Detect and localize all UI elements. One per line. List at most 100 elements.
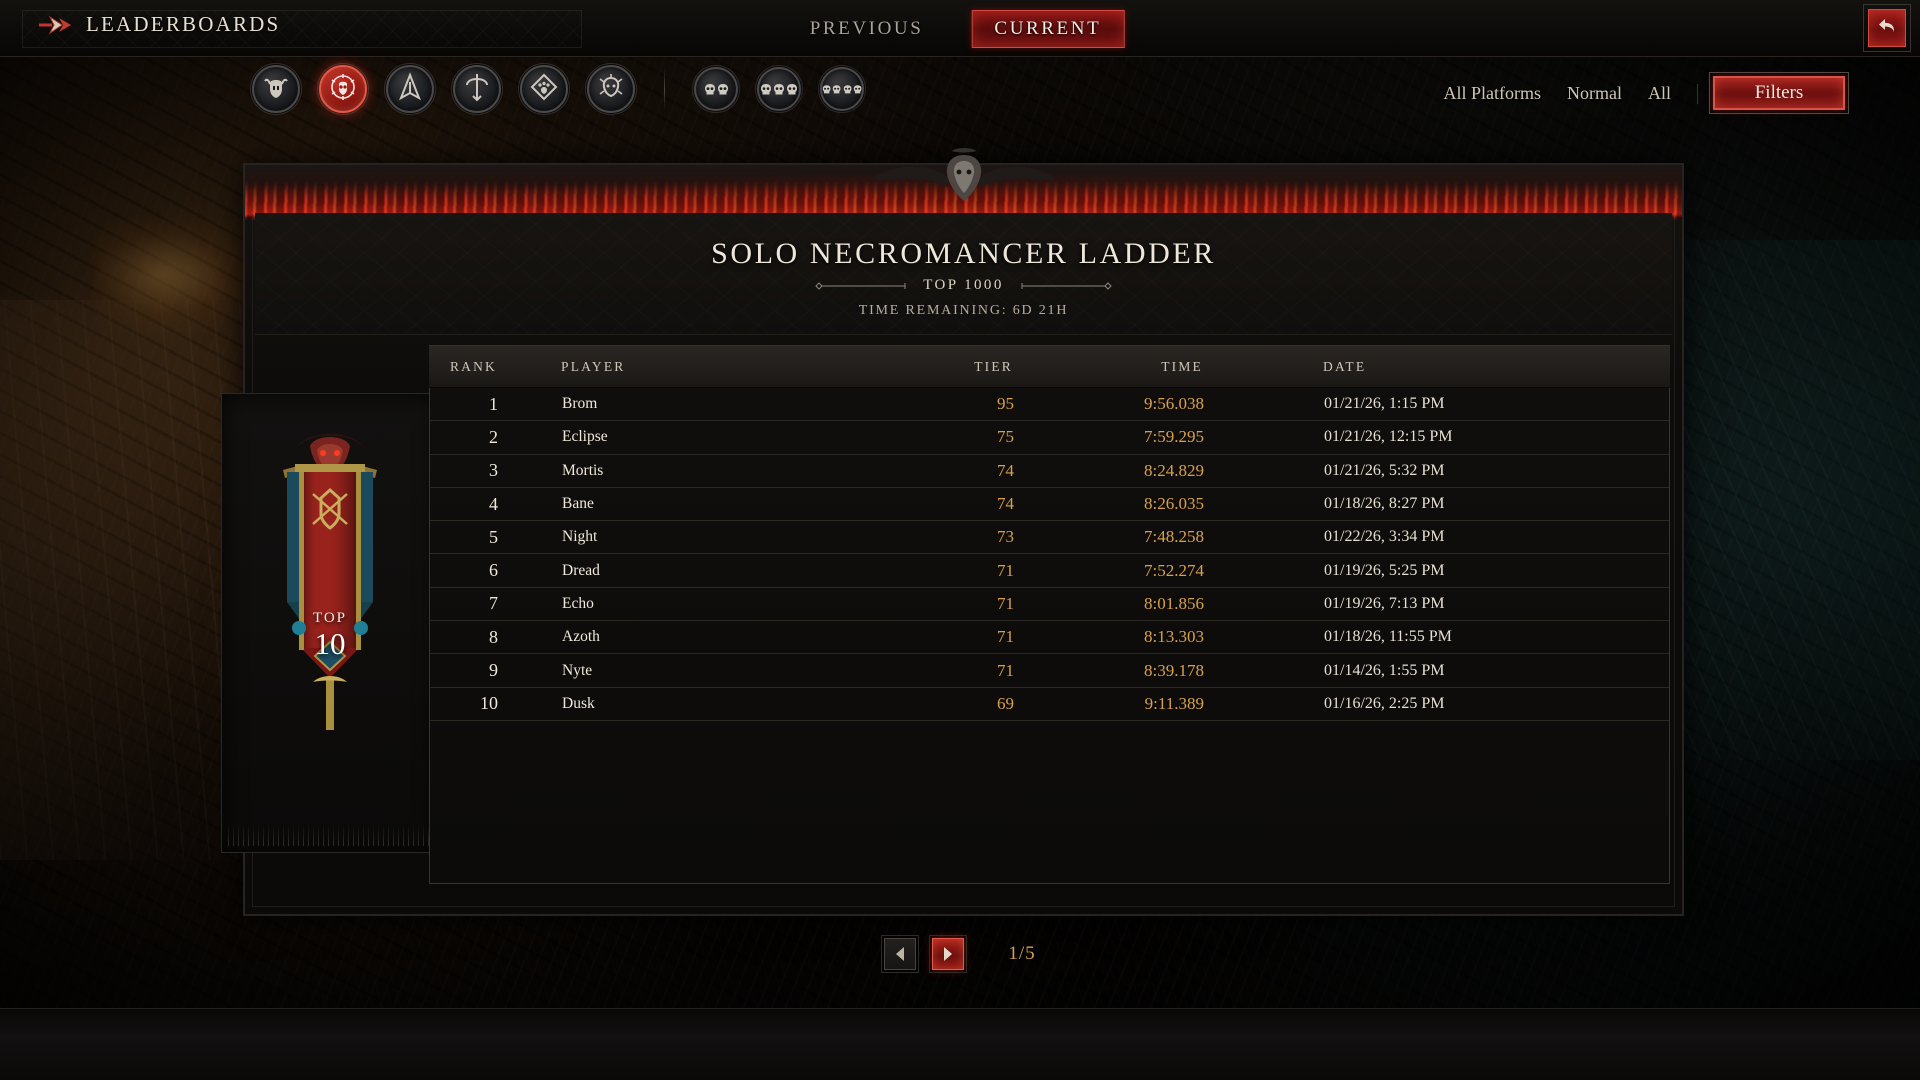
cell-time: 8:39.178	[1144, 660, 1204, 680]
class-icon-sorcerer[interactable]	[451, 63, 503, 115]
class-icon-necromancer[interactable]	[317, 63, 369, 115]
cell-tier: 71	[997, 627, 1014, 647]
filter-bar: All Platforms Normal All Filters	[0, 57, 1920, 139]
cell-rank: 8	[489, 626, 498, 647]
spiritborn-icon	[596, 72, 626, 107]
cell-player: Night	[562, 528, 598, 546]
cell-time: 7:52.274	[1144, 560, 1204, 580]
cell-date: 01/16/26, 2:25 PM	[1324, 694, 1445, 712]
cell-date: 01/19/26, 7:13 PM	[1324, 594, 1445, 612]
skull-icon	[853, 84, 862, 93]
leaderboard-table: TOP 10 Rank Player Tier Time Date 1 Brom…	[221, 345, 1670, 884]
class-icon-barbarian[interactable]	[250, 63, 302, 115]
cell-player: Echo	[562, 594, 594, 612]
cell-rank: 9	[489, 660, 498, 681]
table-row[interactable]: 4 Bane 74 8:26.035 01/18/26, 8:27 PM	[430, 488, 1669, 522]
barbarian-icon	[261, 72, 291, 107]
cell-time: 7:48.258	[1144, 527, 1204, 547]
top-bar-filigree	[22, 10, 582, 48]
cell-time: 7:59.295	[1144, 427, 1204, 447]
cell-date: 01/18/26, 11:55 PM	[1324, 628, 1452, 646]
class-icon-spiritborn[interactable]	[585, 63, 637, 115]
cell-tier: 74	[997, 460, 1014, 480]
table-row[interactable]: 5 Night 73 7:48.258 01/22/26, 3:34 PM	[430, 521, 1669, 555]
cell-rank: 2	[489, 426, 498, 447]
column-header-player: Player	[561, 358, 626, 374]
filter-platform[interactable]: All Platforms	[1443, 83, 1542, 103]
panel-header-background	[255, 213, 1672, 335]
filters-button[interactable]: Filters	[1709, 72, 1849, 114]
column-header-time: Time	[1161, 358, 1203, 374]
column-header-tier: Tier	[974, 358, 1013, 374]
tab-current[interactable]: Current	[971, 10, 1125, 48]
pagination-next-button[interactable]	[929, 935, 968, 973]
table-row[interactable]: 6 Dread 71 7:52.274 01/19/26, 5:25 PM	[430, 554, 1669, 588]
cell-player: Brom	[562, 395, 598, 413]
cell-tier: 71	[997, 560, 1014, 580]
pagination: 1/5	[0, 935, 1920, 973]
right-rule-icon	[1021, 281, 1112, 290]
skull-icon	[761, 83, 771, 94]
cell-time: 8:13.303	[1144, 627, 1204, 647]
ladder-title: Solo Necromancer Ladder	[711, 237, 1216, 270]
back-arrow-icon	[1876, 16, 1898, 41]
cell-time: 8:24.829	[1144, 460, 1204, 480]
cell-player: Azoth	[562, 628, 600, 646]
cell-player: Mortis	[562, 461, 604, 479]
table-row[interactable]: 3 Mortis 74 8:24.829 01/21/26, 5:32 PM	[430, 455, 1669, 488]
tab-previous[interactable]: Previous	[809, 18, 924, 39]
banner-rank-number: 10	[314, 626, 346, 661]
cell-date: 01/21/26, 12:15 PM	[1324, 428, 1453, 446]
class-icon-druid[interactable]	[518, 63, 570, 115]
triangle-left-icon	[896, 947, 905, 961]
cell-date: 01/18/26, 8:27 PM	[1324, 495, 1445, 513]
cell-date: 01/22/26, 3:34 PM	[1324, 528, 1445, 546]
breadcrumb: Leaderboards	[38, 12, 280, 37]
cell-time: 8:01.856	[1144, 593, 1204, 613]
sorcerer-icon	[462, 72, 492, 107]
difficulty-icon-four-skulls[interactable]	[818, 65, 866, 113]
back-button[interactable]	[1868, 9, 1906, 47]
filter-options: All Platforms Normal All	[1443, 83, 1698, 104]
filter-all[interactable]: All	[1647, 83, 1671, 103]
ladder-banner-icon	[283, 433, 377, 730]
table-row[interactable]: 8 Azoth 71 8:13.303 01/18/26, 11:55 PM	[430, 621, 1669, 655]
bottom-bar	[0, 1008, 1920, 1080]
skull-icon	[833, 84, 841, 93]
column-header-rank: Rank	[449, 358, 497, 374]
table-row[interactable]: 1 Brom 95 9:56.038 01/21/26, 1:15 PM	[430, 388, 1669, 422]
difficulty-icon-three-skulls[interactable]	[755, 65, 803, 113]
cell-tier: 75	[997, 427, 1014, 447]
table-row[interactable]: 9 Nyte 71 8:39.178 01/14/26, 1:55 PM	[430, 654, 1669, 688]
filter-mode[interactable]: Normal	[1567, 83, 1622, 103]
left-rule-icon	[815, 281, 906, 290]
triangle-right-icon	[944, 947, 953, 961]
class-filter-group	[250, 63, 866, 115]
skull-icon	[822, 84, 831, 93]
difficulty-icon-two-skulls[interactable]	[692, 65, 740, 113]
cell-player: Dread	[562, 561, 600, 579]
table-body: 1 Brom 95 9:56.038 01/21/26, 1:15 PM 2 E…	[429, 388, 1670, 884]
cell-player: Nyte	[562, 661, 593, 679]
cell-rank: 10	[480, 693, 498, 714]
cell-date: 01/19/26, 5:25 PM	[1324, 561, 1445, 579]
table-row[interactable]: 10 Dusk 69 9:11.389 01/16/26, 2:25 PM	[430, 688, 1669, 721]
page-indicator: 1/5	[1008, 943, 1036, 964]
pagination-prev-button[interactable]	[881, 935, 920, 973]
class-icon-rogue[interactable]	[384, 63, 436, 115]
column-header-date: Date	[1323, 358, 1367, 374]
cell-rank: 3	[489, 460, 498, 481]
table-row[interactable]: 7 Echo 71 8:01.856 01/19/26, 7:13 PM	[430, 588, 1669, 622]
rogue-icon	[395, 71, 425, 107]
cell-rank: 1	[489, 393, 498, 414]
cell-rank: 7	[489, 593, 498, 614]
page-title: Leaderboards	[86, 12, 281, 36]
time-remaining-label: Time Remaining: 6D 21H	[858, 303, 1069, 318]
cell-time: 9:56.038	[1144, 394, 1204, 414]
necromancer-icon	[328, 72, 358, 107]
filter-divider	[664, 68, 665, 110]
cell-tier: 95	[997, 394, 1014, 414]
cell-time: 8:26.035	[1144, 494, 1204, 514]
cell-tier: 73	[997, 527, 1014, 547]
table-row[interactable]: 2 Eclipse 75 7:59.295 01/21/26, 12:15 PM	[430, 421, 1669, 455]
